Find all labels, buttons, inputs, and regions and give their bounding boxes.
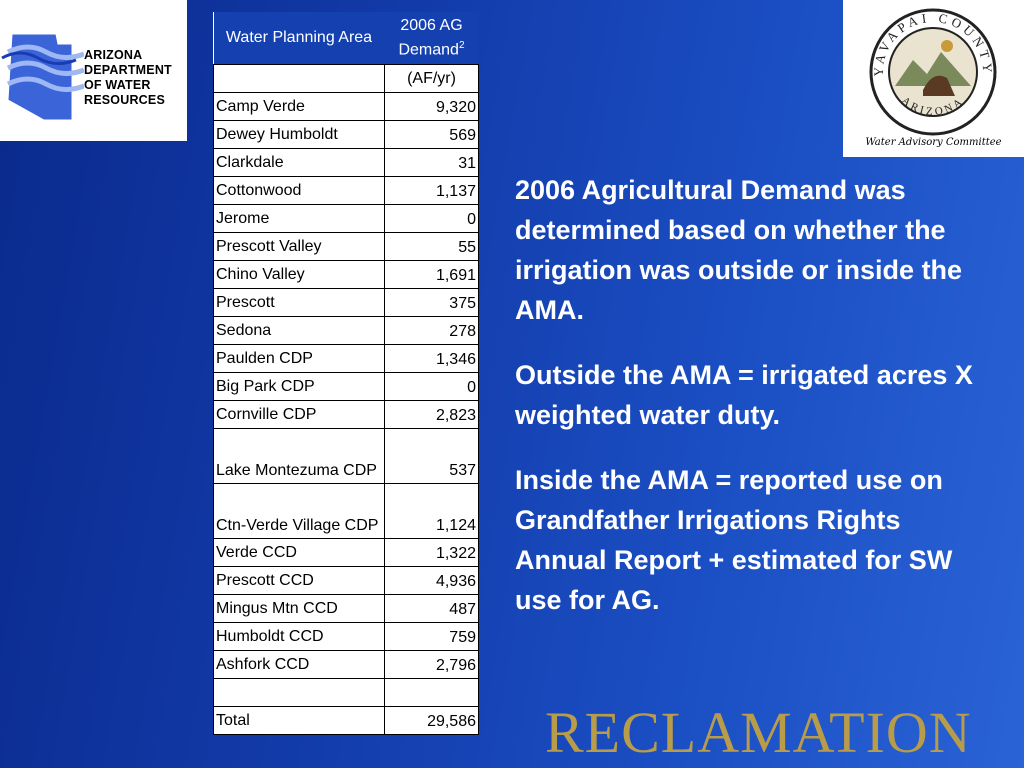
area-cell: Prescott (213, 288, 385, 318)
table-row: Chino Valley 1,691 (213, 260, 479, 290)
area-cell: Ashfork CCD (213, 650, 385, 680)
area-cell: Ctn-Verde Village CDP (213, 483, 385, 540)
demand-cell: 55 (384, 232, 479, 262)
demand-cell: 1,691 (384, 260, 479, 290)
table-cell (213, 64, 385, 94)
table-row: Lake Montezuma CDP 537 (213, 428, 479, 485)
ag-demand-table: Water Planning Area 2006 AG Demand2 (AF/… (213, 12, 479, 736)
demand-cell (384, 678, 479, 708)
adwr-line: DEPARTMENT (84, 63, 172, 77)
table-row: Prescott 375 (213, 288, 479, 318)
table-row: Dewey Humboldt 569 (213, 120, 479, 150)
area-cell: Cottonwood (213, 176, 385, 206)
table-row: Cottonwood 1,137 (213, 176, 479, 206)
demand-cell: 0 (384, 372, 479, 402)
area-cell: Paulden CDP (213, 344, 385, 374)
demand-cell: 1,124 (384, 483, 479, 540)
demand-cell: 759 (384, 622, 479, 652)
water-advisory-caption: Water Advisory Committee (865, 137, 1002, 148)
demand-cell: 537 (384, 428, 479, 485)
area-cell: Humboldt CCD (213, 622, 385, 652)
table-row: Verde CCD 1,322 (213, 538, 479, 568)
table-row: Sedona 278 (213, 316, 479, 346)
area-cell: Mingus Mtn CCD (213, 594, 385, 624)
table-row: Camp Verde 9,320 (213, 92, 479, 122)
demand-cell: 31 (384, 148, 479, 178)
footnote-marker: 2 (458, 40, 465, 51)
demand-cell: 2,796 (384, 650, 479, 680)
area-cell: Jerome (213, 204, 385, 234)
demand-cell: 1,346 (384, 344, 479, 374)
adwr-name: ARIZONA DEPARTMENT OF WATER RESOURCES (84, 48, 187, 108)
area-cell: Prescott CCD (213, 566, 385, 596)
adwr-line: OF WATER (84, 78, 151, 92)
column-header-demand: 2006 AG Demand2 (384, 12, 479, 65)
column-header-demand-label: 2006 AG Demand (398, 17, 463, 59)
area-cell: Sedona (213, 316, 385, 346)
method-notes: 2006 Agricultural Demand was determined … (515, 170, 985, 645)
demand-cell: 1,322 (384, 538, 479, 568)
table-row: Jerome 0 (213, 204, 479, 234)
adwr-line: RESOURCES (84, 93, 165, 107)
demand-cell: 1,137 (384, 176, 479, 206)
total-label: Total (213, 706, 385, 736)
demand-cell: 278 (384, 316, 479, 346)
area-cell: Clarkdale (213, 148, 385, 178)
blank-row (213, 678, 479, 708)
area-cell: Big Park CDP (213, 372, 385, 402)
demand-cell: 0 (384, 204, 479, 234)
note-paragraph: Inside the AMA = reported use on Grandfa… (515, 465, 953, 615)
total-value: 29,586 (384, 706, 479, 736)
demand-cell: 2,823 (384, 400, 479, 430)
adwr-logo: ARIZONA DEPARTMENT OF WATER RESOURCES (0, 0, 187, 141)
area-cell: Prescott Valley (213, 232, 385, 262)
table-row: Humboldt CCD 759 (213, 622, 479, 652)
area-cell: Dewey Humboldt (213, 120, 385, 150)
unit-row: (AF/yr) (213, 64, 479, 94)
table-row: Prescott Valley 55 (213, 232, 479, 262)
area-cell: Camp Verde (213, 92, 385, 122)
note-paragraph: 2006 Agricultural Demand was determined … (515, 175, 963, 325)
reclamation-wordmark: RECLAMATION (545, 700, 972, 765)
arizona-state-map-icon (1, 33, 84, 121)
county-seal-icon: YAVAPAI COUNTY ARIZONA (869, 8, 997, 136)
area-cell (213, 678, 385, 708)
table-row: Paulden CDP 1,346 (213, 344, 479, 374)
area-cell: Verde CCD (213, 538, 385, 568)
column-header-area: Water Planning Area (213, 12, 385, 65)
unit-label: (AF/yr) (384, 64, 479, 94)
table-row: Big Park CDP 0 (213, 372, 479, 402)
yavapai-logo: YAVAPAI COUNTY ARIZONA Water Advisory Co… (843, 0, 1024, 157)
demand-cell: 4,936 (384, 566, 479, 596)
adwr-line: ARIZONA (84, 48, 143, 62)
area-cell: Lake Montezuma CDP (213, 428, 385, 485)
table-row: Prescott CCD 4,936 (213, 566, 479, 596)
table-header-row: Water Planning Area 2006 AG Demand2 (213, 12, 479, 65)
area-cell: Chino Valley (213, 260, 385, 290)
area-cell: Cornville CDP (213, 400, 385, 430)
demand-cell: 9,320 (384, 92, 479, 122)
demand-cell: 375 (384, 288, 479, 318)
table-row: Ashfork CCD 2,796 (213, 650, 479, 680)
demand-cell: 569 (384, 120, 479, 150)
demand-cell: 487 (384, 594, 479, 624)
table-row: Mingus Mtn CCD 487 (213, 594, 479, 624)
total-row: Total 29,586 (213, 706, 479, 736)
note-paragraph: Outside the AMA = irrigated acres X weig… (515, 360, 973, 430)
table-row: Cornville CDP 2,823 (213, 400, 479, 430)
table-row: Ctn-Verde Village CDP 1,124 (213, 483, 479, 540)
table-row: Clarkdale 31 (213, 148, 479, 178)
